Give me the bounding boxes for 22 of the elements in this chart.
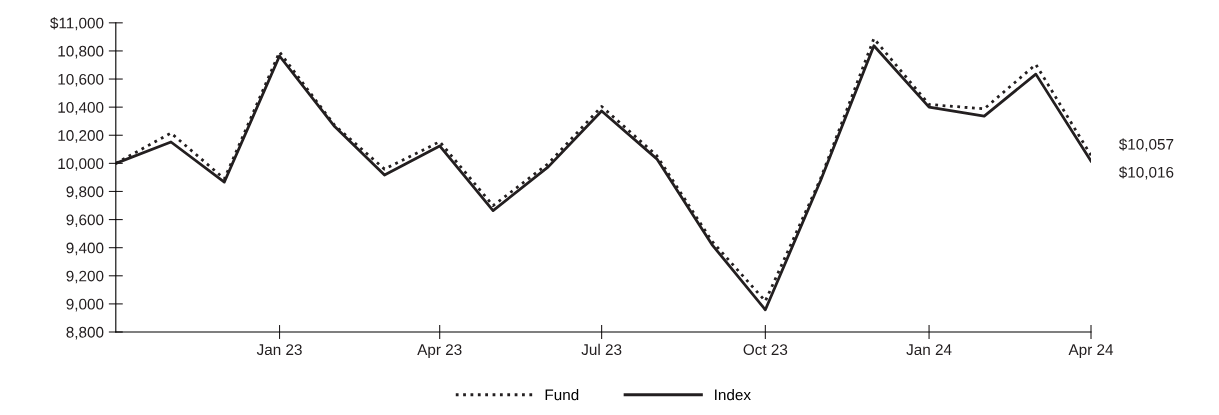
y-tick-label: 9,400: [66, 242, 104, 256]
x-tick-label: Apr 24: [1068, 344, 1114, 359]
x-tick-label: Jul 23: [581, 343, 622, 356]
y-tick-label: 10,600: [58, 73, 104, 87]
y-tick-label: 9,200: [66, 270, 104, 284]
y-tick-label: 9,600: [66, 214, 104, 228]
legend-label: Fund: [545, 389, 579, 401]
legend-label: Index: [715, 389, 751, 401]
annotation: $10,057: [1118, 138, 1174, 152]
y-tick-label: 9,800: [66, 186, 104, 199]
x-tick-label: Jan 24: [906, 344, 952, 356]
y-tick-label: 10,200: [58, 130, 104, 143]
y-tick-label: 10,800: [58, 45, 104, 59]
x-tick-label: Jan 23: [256, 344, 302, 356]
annotation: $10,016: [1118, 166, 1174, 180]
y-tick-label: $11,000: [50, 17, 104, 31]
y-tick-label: 10,000: [58, 158, 104, 171]
x-tick-label: Oct 23: [743, 344, 788, 356]
x-tick-label: Apr 23: [417, 344, 462, 359]
y-tick-label: 8,800: [66, 326, 104, 340]
y-tick-label: 9,000: [66, 298, 104, 312]
y-tick-label: 10,400: [58, 102, 104, 115]
